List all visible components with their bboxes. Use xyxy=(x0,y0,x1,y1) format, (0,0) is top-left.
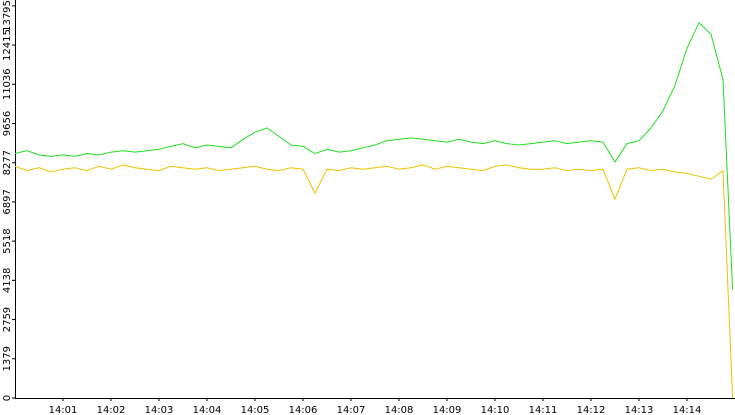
series-line xyxy=(14,21,734,291)
x-tick-label: 14:07 xyxy=(337,405,366,415)
y-tick-label: 1379 xyxy=(2,346,13,371)
y-tick-label: 9656 xyxy=(2,111,13,136)
y-tick-label: 4138 xyxy=(2,268,13,293)
y-tick-label: 11036 xyxy=(2,68,13,100)
y-tick-label: 13795 xyxy=(2,0,13,32)
x-tick-label: 14:04 xyxy=(193,405,222,415)
y-tick-label: 5518 xyxy=(2,228,13,253)
x-tick-label: 14:03 xyxy=(145,405,174,415)
x-tick-label: 14:09 xyxy=(433,405,462,415)
x-tick-label: 14:06 xyxy=(289,405,318,415)
y-tick-label: 6897 xyxy=(2,189,13,214)
x-tick-label: 14:01 xyxy=(49,405,78,415)
x-tick-label: 14:12 xyxy=(577,405,606,415)
series-line xyxy=(14,164,734,399)
y-tick-label: 2759 xyxy=(2,307,13,332)
y-tick-label: 12415 xyxy=(2,29,13,61)
x-tick-label: 14:08 xyxy=(385,405,414,415)
y-tick-label: 8277 xyxy=(2,150,13,175)
x-tick-label: 14:14 xyxy=(673,405,702,415)
x-tick-label: 14:10 xyxy=(481,405,510,415)
x-tick-label: 14:13 xyxy=(625,405,654,415)
x-tick-label: 14:05 xyxy=(241,405,270,415)
y-tick-label: 0 xyxy=(2,395,13,401)
x-tick-label: 14:11 xyxy=(529,405,558,415)
x-tick-label: 14:02 xyxy=(97,405,126,415)
